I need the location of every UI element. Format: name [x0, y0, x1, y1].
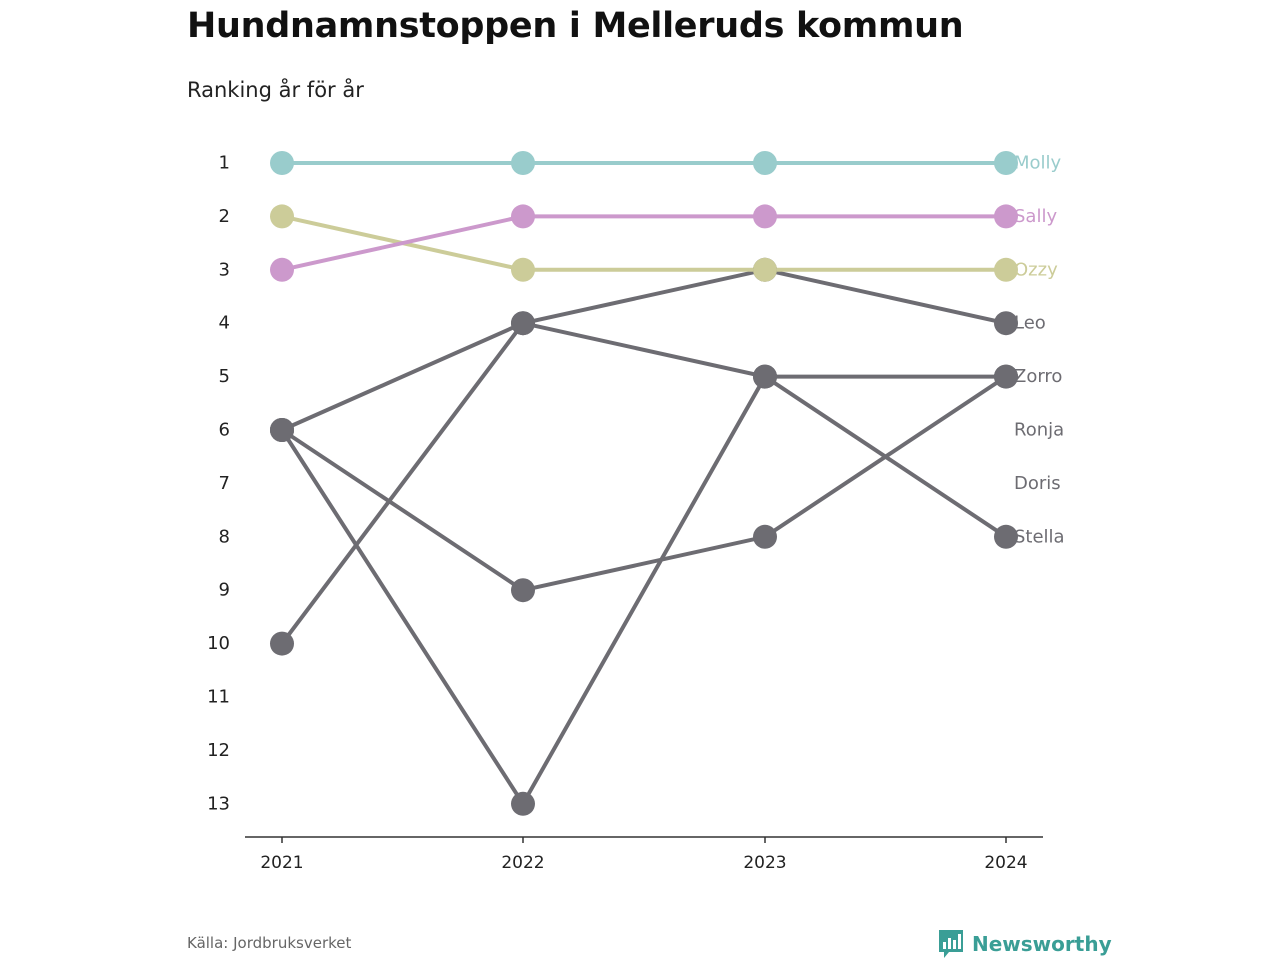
- brand-name: Newsworthy: [972, 932, 1112, 956]
- series-label-doris: Doris: [1014, 473, 1061, 494]
- data-point-ronja: [753, 364, 777, 389]
- chart-subtitle: Ranking år för år: [187, 78, 364, 102]
- series-line-zorro: [280, 374, 1008, 593]
- y-tick-label: 8: [219, 526, 230, 547]
- data-point-sally: [270, 257, 294, 282]
- data-point-molly: [753, 151, 777, 175]
- y-tick-label: 9: [219, 580, 230, 601]
- y-tick-label: 13: [207, 793, 230, 814]
- data-point-leo: [270, 631, 294, 656]
- y-tick-label: 7: [219, 473, 230, 494]
- end-labels: Molly Sally Ozzy Leo Zorro Ronja Doris Stella: [1014, 153, 1065, 548]
- series-points: [270, 151, 1018, 816]
- data-point-ronja: [994, 364, 1018, 389]
- series-line-ozzy: [281, 214, 1006, 272]
- series-line-ronja: [280, 374, 1006, 806]
- y-tick-label: 10: [207, 633, 230, 654]
- data-point-molly: [994, 151, 1018, 175]
- brand-logo: Newsworthy: [938, 928, 1112, 960]
- newsworthy-logo-icon: [939, 930, 963, 958]
- series-label-molly: Molly: [1014, 153, 1062, 174]
- series-label-sally: Sally: [1014, 206, 1057, 227]
- data-point-sally: [994, 204, 1018, 229]
- y-tick-label: 12: [207, 740, 230, 761]
- data-point-sally: [511, 204, 535, 229]
- data-point-stella: [994, 524, 1018, 549]
- data-point-sally: [753, 204, 777, 229]
- x-tick-label: 2022: [501, 853, 544, 873]
- data-point-leo: [994, 311, 1018, 336]
- y-tick-label: 3: [219, 259, 230, 280]
- chart-title: Hundnamnstoppen i Melleruds kommun: [187, 6, 964, 46]
- series-label-ozzy: Ozzy: [1014, 259, 1058, 280]
- y-tick-label: 1: [219, 153, 230, 174]
- series-line-leo: [280, 267, 1007, 645]
- series-line-sally: [281, 214, 1006, 272]
- data-point-molly: [270, 151, 294, 175]
- series-label-stella: Stella: [1014, 526, 1065, 547]
- y-tick-label: 11: [207, 687, 230, 708]
- data-point-ozzy: [511, 257, 535, 282]
- y-tick-label: 2: [219, 206, 230, 227]
- x-tick-label: 2023: [743, 853, 786, 873]
- series-label-ronja: Ronja: [1014, 420, 1064, 441]
- source-note: Källa: Jordbruksverket: [187, 934, 352, 952]
- series-label-leo: Leo: [1014, 313, 1046, 334]
- data-point-ozzy: [270, 204, 294, 229]
- series-label-zorro: Zorro: [1014, 366, 1062, 387]
- data-point-zorro: [511, 578, 535, 603]
- x-tick-label: 2021: [260, 853, 303, 873]
- data-point-molly: [511, 151, 535, 175]
- x-tick-label: 2024: [984, 853, 1027, 873]
- data-point-zorro: [753, 524, 777, 549]
- data-point-ozzy: [753, 257, 777, 282]
- data-point-leo: [511, 311, 535, 336]
- x-axis: 2021 2022 2023 2024: [245, 836, 1043, 873]
- data-point-ronja: [270, 418, 294, 442]
- y-tick-label: 5: [219, 366, 230, 387]
- y-tick-label: 6: [219, 420, 230, 441]
- data-point-ozzy: [994, 257, 1018, 282]
- series-line-stella: [281, 321, 1008, 539]
- data-point-ronja: [511, 791, 535, 816]
- y-tick-label: 4: [219, 313, 230, 334]
- series-lines: [280, 161, 1008, 806]
